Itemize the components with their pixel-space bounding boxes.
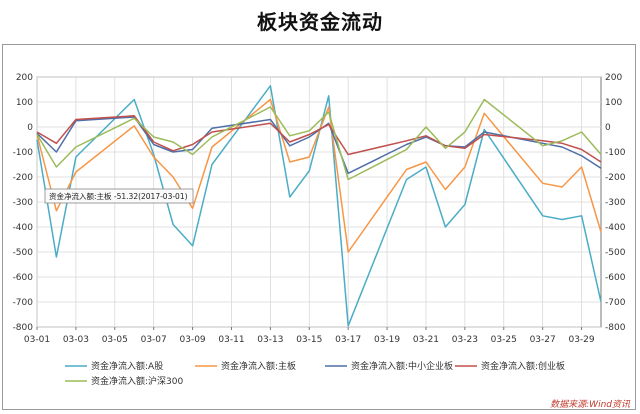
y-tick-label-left: -700 [13, 298, 34, 308]
y-tick-label-right: -500 [605, 248, 626, 258]
x-tick-label: 03-15 [296, 335, 322, 345]
x-tick-label: 03-27 [530, 335, 556, 345]
series-lines [36, 85, 602, 327]
x-tick-label: 03-19 [374, 335, 400, 345]
x-tick-label: 03-29 [568, 335, 594, 345]
x-tick-label: 03-23 [452, 335, 478, 345]
legend-label: 资金净流入额:中小企业板 [351, 360, 453, 372]
series-line [36, 98, 602, 253]
chart-frame: 200 100 0 -100 -200 -300 -400 -500 -600 -700 -800 … [2, 44, 636, 410]
y-tick-label-right: -300 [605, 198, 626, 208]
y-tick-label-left: 0 [27, 123, 33, 133]
series-line [36, 115, 602, 163]
y-tick-label-right: -400 [605, 223, 626, 233]
legend-label: 资金净流入额:沪深300 [91, 375, 183, 387]
y-tick-label-right: 100 [605, 98, 622, 108]
y-tick-label-right: -100 [605, 148, 626, 158]
x-tick-label: 03-13 [257, 335, 283, 345]
series-line [36, 98, 602, 181]
y-tick-label-right: -600 [605, 273, 626, 283]
y-tick-label-left: -800 [13, 323, 34, 333]
y-tick-label-left: -200 [13, 173, 34, 183]
annotation-box: 资金净流入额:主板 -51.32(2017-03-01) [44, 188, 194, 204]
data-source: 数据来源:Wind资讯 [550, 400, 630, 410]
annotation-text: 资金净流入额:主板 -51.32(2017-03-01) [49, 191, 188, 201]
x-tick-label: 03-21 [413, 335, 439, 345]
x-tick-label: 03-05 [102, 335, 128, 345]
y-tick-label-right: -800 [605, 323, 626, 333]
y-tick-label-left: -400 [13, 223, 34, 233]
line-chart: 2001000-100-200-300-400-500-600-700-800 … [13, 73, 626, 387]
y-axis-right: 200 100 0 -100 -200 -300 -400 -500 -600 -700 -800 [605, 73, 626, 333]
y-tick-label-left: -300 [13, 198, 34, 208]
x-tick-label: 03-25 [491, 335, 517, 345]
y-tick-label-left: 100 [16, 98, 33, 108]
x-tick-label: 03-07 [141, 335, 167, 345]
y-tick-label-right: 0 [605, 123, 611, 133]
chart-title: 板块资金流动 [257, 10, 383, 34]
y-tick-label-left: -100 [13, 148, 34, 158]
legend-label: 资金净流入额:A股 [91, 360, 163, 372]
y-tick-label-right: -700 [605, 298, 626, 308]
annotation-rect [44, 188, 194, 204]
y-axis-left: 200 100 0 -100 -200 -300 -400 -500 -600 -700 -800 [13, 73, 34, 333]
x-tick-label: 03-09 [180, 335, 206, 345]
legend-label: 资金净流入额:创业板 [481, 360, 565, 372]
x-tick-label: 03-03 [63, 335, 89, 345]
y-tick-label-left: -500 [13, 248, 34, 258]
y-tick-label-left: 200 [16, 73, 33, 83]
y-tick-label-right: 200 [605, 73, 622, 83]
y-tick-label-right: -200 [605, 173, 626, 183]
x-axis: 03-01 03-03 03-05 03-07 03-09 03-11 03-13 03-15… [24, 327, 595, 345]
legend: 资金净流入额:A股 资金净流入额:主板 资金净流入额:中小企业板 资金净流入额:创业板… [65, 360, 565, 387]
x-tick-label: 03-17 [335, 335, 361, 345]
x-tick-label: 03-11 [218, 335, 244, 345]
x-tick-label: 03-01 [24, 335, 50, 345]
legend-label: 资金净流入额:主板 [221, 360, 296, 372]
y-tick-label-left: -600 [13, 273, 34, 283]
